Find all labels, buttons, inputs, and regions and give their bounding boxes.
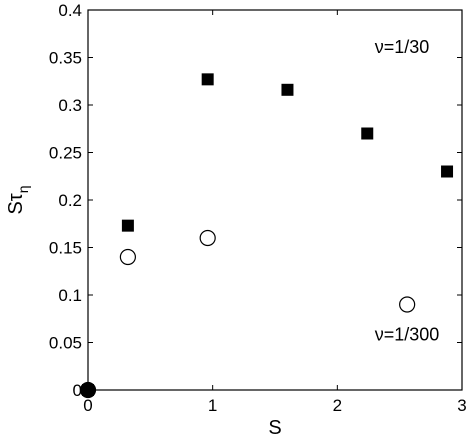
y-tick-label: 0.25 [49, 144, 82, 163]
y-axis-label: Sτη [5, 185, 31, 214]
tick-layer: 0 1 2 3 0 0.05 0.1 0.15 0.2 0.25 0.3 0.35 0.4 [49, 1, 467, 415]
y-tick-label: 0 [73, 381, 82, 400]
data-point-circle [119, 248, 136, 266]
x-tick-label: 1 [208, 396, 217, 415]
y-axis-label-subscript: η [15, 185, 31, 193]
data-point-square [361, 127, 374, 140]
data-point-square [121, 219, 134, 232]
x-axis-label: S [268, 417, 281, 439]
data-point-square [281, 83, 294, 96]
series-annotation: ν=1/300 [375, 325, 440, 345]
y-tick-label: 0.4 [58, 1, 82, 20]
x-tick-label: 3 [457, 396, 466, 415]
data-point-square [441, 165, 454, 178]
plot-frame [87, 9, 463, 391]
data-point-square [201, 73, 214, 86]
x-tick-label: 2 [333, 396, 342, 415]
y-tick-label: 0.1 [58, 286, 82, 305]
marks-layer [79, 73, 454, 399]
y-tick-label: 0.15 [49, 239, 82, 258]
y-axis-label-main: Sτ [5, 193, 27, 214]
y-tick-label: 0.2 [58, 191, 82, 210]
data-point-circle [199, 229, 216, 247]
y-tick-label: 0.3 [58, 96, 82, 115]
y-tick-label: 0.05 [49, 334, 82, 353]
annotation-layer: ν=1/30 ν=1/300 [375, 37, 440, 345]
x-tick-label: 0 [83, 396, 92, 415]
series-annotation: ν=1/30 [375, 37, 430, 57]
y-tick-label: 0.35 [49, 49, 82, 68]
data-point-circle [399, 296, 416, 313]
